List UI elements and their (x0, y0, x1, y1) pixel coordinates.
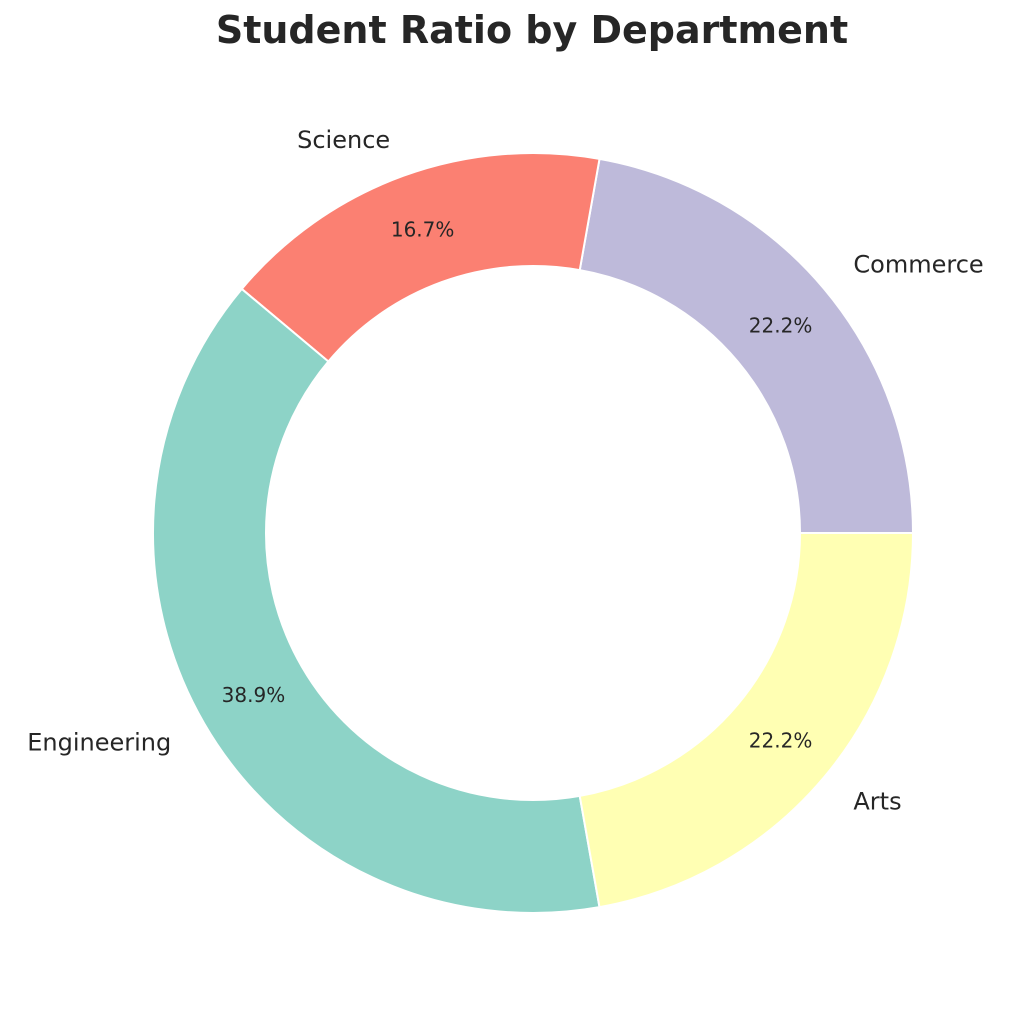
pct-label-commerce: 22.2% (749, 314, 813, 338)
category-label-commerce: Commerce (853, 251, 983, 279)
category-label-arts: Arts (853, 787, 901, 815)
donut-slices (152, 152, 915, 914)
pct-label-engineering: 38.9% (222, 683, 286, 707)
slice-science (240, 152, 601, 363)
donut-labels: 22.2% Commerce 16.7% Science 38.9% Engineerin… (27, 126, 983, 815)
slice-commerce (578, 157, 915, 534)
category-label-engineering: Engineering (27, 728, 171, 756)
category-label-science: Science (297, 126, 390, 154)
slice-arts (578, 532, 915, 909)
chart-title: Student Ratio by Department (215, 8, 849, 52)
slice-engineering (152, 287, 601, 914)
pct-label-science: 16.7% (391, 217, 455, 241)
pct-label-arts: 22.2% (749, 728, 813, 752)
